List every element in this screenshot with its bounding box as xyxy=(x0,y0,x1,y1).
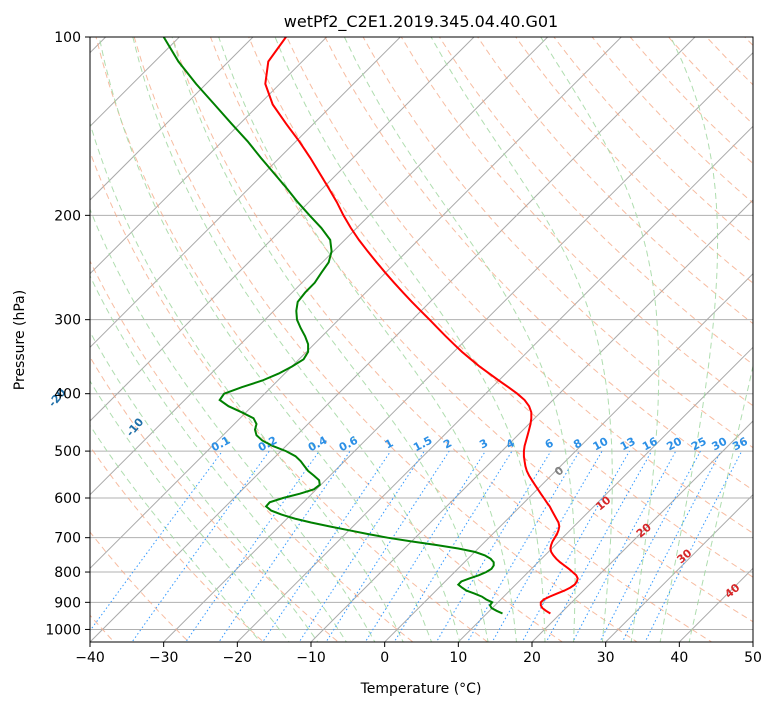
y-tick-label: 500 xyxy=(54,444,81,460)
dry-adiabat-line xyxy=(90,356,339,642)
x-tick-label: 50 xyxy=(744,650,762,666)
x-axis-label: Temperature (°C) xyxy=(360,681,482,697)
isotherm-line xyxy=(310,199,753,642)
mixing-ratio-line xyxy=(131,450,270,642)
mixing-ratio-label: 16 xyxy=(640,435,660,454)
x-tick-label: 40 xyxy=(670,650,688,666)
mixing-ratio-line xyxy=(466,450,580,642)
isotherm-line xyxy=(90,37,696,642)
dry-adiabat-line xyxy=(324,37,753,491)
temperature-profile-line xyxy=(264,37,579,615)
chart-title: wetPf2_C2E1.2019.345.04.40.G01 xyxy=(284,12,558,32)
moist-adiabat-line xyxy=(274,37,546,642)
y-axis-label: Pressure (hPa) xyxy=(12,290,28,390)
dry-adiabat-line xyxy=(210,37,753,623)
mixing-ratio-line xyxy=(435,450,552,642)
y-tick-label: 300 xyxy=(54,313,81,329)
y-tick-label: 400 xyxy=(54,387,81,403)
moist-adiabat-line xyxy=(540,37,660,642)
dry-adiabat-line xyxy=(95,37,564,642)
mixing-ratio-line xyxy=(545,450,653,642)
moist-adiabat-line xyxy=(90,380,290,642)
y-tick-label: 1000 xyxy=(45,622,81,638)
moist-adiabat-line xyxy=(132,37,461,642)
isotherm-line xyxy=(236,125,753,642)
dry-adiabat-line xyxy=(90,150,489,642)
dry-adiabat-line xyxy=(133,37,638,642)
mixing-ratio-line xyxy=(491,450,603,642)
mixing-ratio-label: 25 xyxy=(689,435,709,454)
x-tick-label: −30 xyxy=(149,650,179,666)
dry-adiabat-line xyxy=(400,37,753,407)
mixing-ratio-label: 10 xyxy=(591,435,611,454)
isotherm-line xyxy=(604,493,753,642)
isotherm-line xyxy=(90,37,254,201)
moist-adiabat-line xyxy=(90,207,376,642)
x-tick-label: 30 xyxy=(597,650,615,666)
y-tick-label: 200 xyxy=(54,208,81,224)
isotherm-line xyxy=(90,37,549,496)
dewpoint-profile-line xyxy=(162,37,503,615)
mixing-ratio-line xyxy=(298,450,425,642)
dry-adiabat-line xyxy=(286,37,753,534)
mixing-ratio-line xyxy=(262,450,392,642)
dry-adiabat-line xyxy=(90,445,265,642)
mixing-ratio-label: 36 xyxy=(730,435,750,454)
dry-adiabat-line xyxy=(171,37,713,642)
mixing-ratio-label: 13 xyxy=(618,435,638,454)
isotherm-line xyxy=(531,420,753,642)
x-tick-label: 0 xyxy=(380,650,389,666)
y-tick-label: 800 xyxy=(54,565,81,581)
mixing-ratio-line xyxy=(599,450,701,642)
mixing-ratio-label: 30 xyxy=(710,435,730,454)
y-tick-label: 100 xyxy=(54,30,81,46)
y-tick-label: 600 xyxy=(54,491,81,507)
moist-adiabat-line xyxy=(90,274,347,642)
mixing-ratio-line xyxy=(393,450,513,642)
y-tick-label: 700 xyxy=(54,531,81,547)
mixing-ratio-line xyxy=(325,450,450,642)
isotherm-line xyxy=(90,37,623,570)
moist-adiabat-line xyxy=(90,121,404,642)
moist-adiabat-line xyxy=(90,424,261,642)
plot-frame xyxy=(89,36,754,643)
moist-adiabat-line xyxy=(659,37,719,642)
isotherm-line xyxy=(162,51,753,642)
dry-adiabat-line xyxy=(248,37,753,578)
profile-lines xyxy=(162,37,579,615)
x-tick-label: −10 xyxy=(296,650,326,666)
axes: −40 −30 −20 −10 0 10 20 30 40 50 100 200 300 400 500 60… xyxy=(45,30,762,666)
mixing-ratio-line xyxy=(572,450,677,642)
mixing-ratio-label: 20 xyxy=(664,435,684,454)
x-tick-label: −20 xyxy=(223,650,253,666)
moist-adiabat-line xyxy=(218,37,518,642)
moist-adiabat-line xyxy=(343,37,576,642)
moist-adiabat-line xyxy=(171,37,489,642)
x-tick-label: 10 xyxy=(449,650,467,666)
moist-adiabat-line xyxy=(688,363,753,642)
isotherm-line xyxy=(90,37,475,422)
isotherm-line xyxy=(383,272,753,642)
moist-adiabat-line xyxy=(430,37,613,642)
line-labels: 0.10.20.40.611.52346810131620253036-100-… xyxy=(46,386,750,601)
dry-adiabat-line xyxy=(362,37,753,449)
y-tick-label: 900 xyxy=(54,595,81,611)
mixing-ratio-line xyxy=(364,450,486,642)
moist-adiabat-line xyxy=(98,37,433,642)
x-tick-label: 20 xyxy=(523,650,541,666)
dry-adiabat-line xyxy=(90,259,414,642)
x-tick-label: −40 xyxy=(75,650,105,666)
mixing-ratio-line xyxy=(218,450,351,642)
dry-adiabat-line xyxy=(438,37,753,366)
isotherm-line xyxy=(90,37,402,349)
